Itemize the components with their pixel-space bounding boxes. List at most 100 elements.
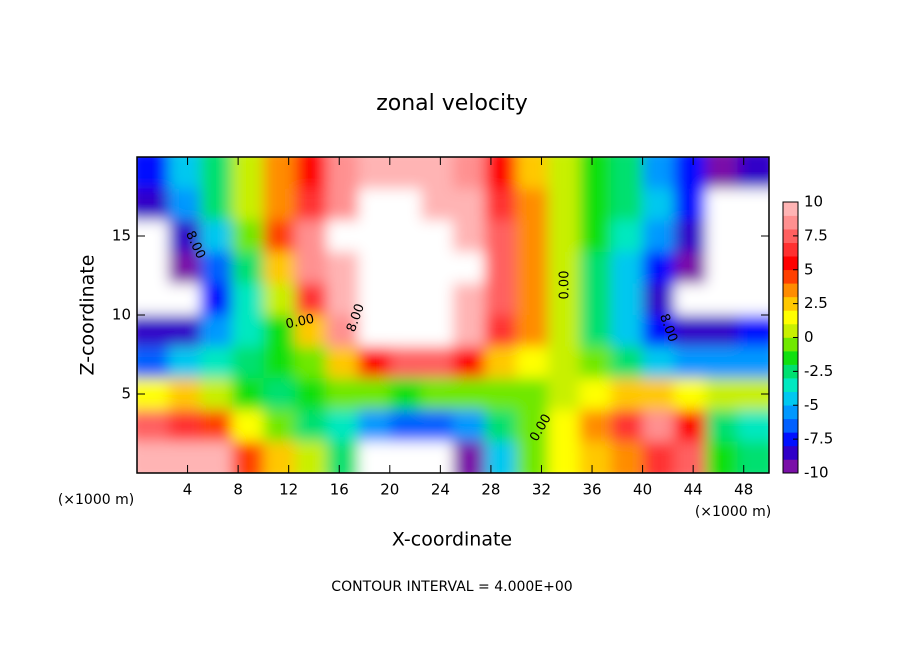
cell [579,346,612,379]
cell [611,346,644,379]
cell [231,157,264,190]
cell [168,283,201,316]
cell [547,378,580,411]
cell [137,220,170,253]
cell [295,188,328,221]
cell [453,220,486,253]
colorbar-tick-label: 0 [804,328,814,346]
cell [516,157,549,190]
cell [547,346,580,379]
colorbar-band [783,391,798,406]
cell [295,157,328,190]
x-tick-label: 36 [582,481,601,499]
cell [389,188,422,221]
cell [168,409,201,442]
cell [611,315,644,348]
cell [484,220,517,253]
cell [263,378,296,411]
cell [389,409,422,442]
cell [137,157,170,190]
cell [137,441,170,473]
cell [737,157,769,190]
colorbar-band [783,296,798,311]
cell [611,188,644,221]
colorbar-band [783,269,798,284]
colorbar-tick-label: -5 [804,396,819,414]
cell [231,378,264,411]
cell [611,283,644,316]
cell [705,346,738,379]
cell [200,409,233,442]
cell [705,251,738,284]
cell [737,220,769,253]
cell [705,409,738,442]
cell [200,315,233,348]
cell [484,157,517,190]
cell [421,409,454,442]
cell [579,409,612,442]
cell [453,188,486,221]
cell [263,409,296,442]
cell [453,251,486,284]
contour-label: 0.00 [284,312,315,333]
cell [642,251,675,284]
cell [295,315,328,348]
cell [263,157,296,190]
cell [326,251,359,284]
cell [358,220,391,253]
cell [516,378,549,411]
cell [137,315,170,348]
cell [358,251,391,284]
cell [579,157,612,190]
colorbar-tick-label: 2.5 [804,294,828,312]
x-tick-label: 4 [183,481,193,499]
cell [168,441,201,473]
cell [737,188,769,221]
x-tick-label: 24 [431,481,450,499]
cell [421,157,454,190]
cell [579,283,612,316]
cell [263,220,296,253]
cell [674,378,707,411]
cell [358,157,391,190]
x-axis-title: X-coordinate [392,529,512,551]
colorbar-band [783,283,798,298]
cell [168,346,201,379]
cell [389,315,422,348]
cell [674,220,707,253]
cell [516,251,549,284]
cell [642,378,675,411]
x-tick-label: 40 [633,481,652,499]
cell [326,315,359,348]
cell [137,283,170,316]
cell [453,346,486,379]
cell [547,441,580,473]
cell [611,409,644,442]
cell [642,315,675,348]
cell [579,188,612,221]
cell [168,220,201,253]
cell [231,220,264,253]
colorbar-band [783,445,798,460]
cell [200,251,233,284]
plot-area [137,157,769,473]
cell [674,346,707,379]
colorbar-band [783,432,798,447]
cell [484,283,517,316]
cell [516,409,549,442]
colorbar-band [783,256,798,271]
cell [137,378,170,411]
cell [295,251,328,284]
cell [516,283,549,316]
colorbar-tick-label: 5 [804,260,814,278]
cell [295,441,328,473]
cell [547,315,580,348]
cell [389,441,422,473]
cell [263,315,296,348]
cell [453,283,486,316]
cell [642,441,675,473]
x-tick-label: 48 [734,481,753,499]
colorbar-tick-label: 7.5 [804,226,828,244]
